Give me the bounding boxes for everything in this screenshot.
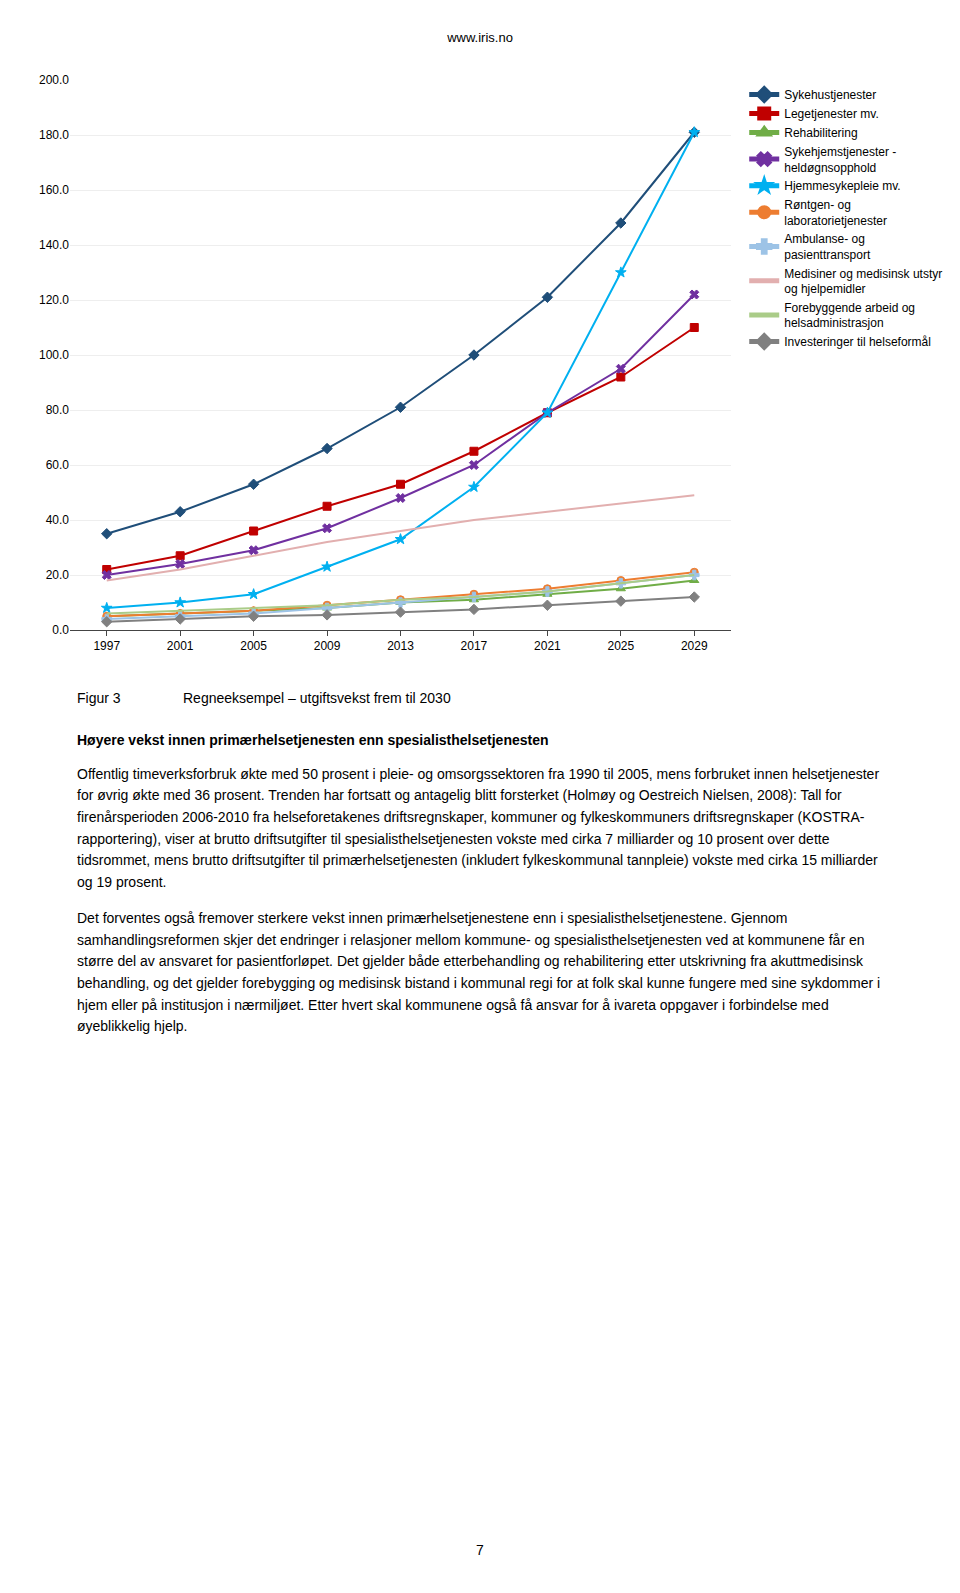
svg-text:Medisiner og medisinsk utstyro: Medisiner og medisinsk utstyrog hjelpemi… xyxy=(784,267,942,297)
svg-text:2005: 2005 xyxy=(240,639,267,653)
svg-text:2009: 2009 xyxy=(314,639,341,653)
svg-text:Røntgen- oglaboratorietjeneste: Røntgen- oglaboratorietjenester xyxy=(784,198,887,228)
svg-text:Rehabilitering: Rehabilitering xyxy=(784,126,857,140)
svg-text:2021: 2021 xyxy=(534,639,561,653)
html-text:7: 7 xyxy=(476,1542,484,1558)
svg-text:Hjemmesykepleie mv.: Hjemmesykepleie mv. xyxy=(784,179,900,193)
svg-text:Sykehjemstjenester -heldøgnsop: Sykehjemstjenester -heldøgnsopphold xyxy=(784,145,896,175)
html-text:Det forventes også fremover st: Det forventes også fremover sterkere vek… xyxy=(77,909,881,1035)
svg-text:80.0: 80.0 xyxy=(46,403,70,417)
svg-text:160.0: 160.0 xyxy=(39,183,69,197)
svg-text:2013: 2013 xyxy=(387,639,414,653)
svg-text:2017: 2017 xyxy=(461,639,488,653)
svg-text:Investeringer til helseformål: Investeringer til helseformål xyxy=(784,335,931,349)
svg-text:1997: 1997 xyxy=(93,639,120,653)
svg-text:Ambulanse- ogpasienttransport: Ambulanse- ogpasienttransport xyxy=(784,232,871,262)
svg-text:Sykehustjenester: Sykehustjenester xyxy=(784,88,876,102)
svg-text:60.0: 60.0 xyxy=(46,458,70,472)
svg-text:200.0: 200.0 xyxy=(39,73,69,87)
svg-text:0.0: 0.0 xyxy=(52,623,69,637)
svg-text:Forebyggende arbeid oghelsadmi: Forebyggende arbeid oghelsadministrasjon xyxy=(784,301,915,331)
svg-text:20.0: 20.0 xyxy=(46,568,70,582)
svg-text:100.0: 100.0 xyxy=(39,348,69,362)
svg-text:2029: 2029 xyxy=(681,639,708,653)
html-text:Høyere vekst innen primærhelse: Høyere vekst innen primærhelsetjenesten … xyxy=(77,732,549,748)
svg-text:140.0: 140.0 xyxy=(39,238,69,252)
svg-text:2001: 2001 xyxy=(167,639,194,653)
html-text:Figur 3: Figur 3 xyxy=(77,690,121,706)
html-text:www.iris.no: www.iris.no xyxy=(447,30,513,45)
svg-text:Legetjenester mv.: Legetjenester mv. xyxy=(784,107,879,121)
svg-text:180.0: 180.0 xyxy=(39,128,69,142)
svg-text:120.0: 120.0 xyxy=(39,293,69,307)
svg-text:2025: 2025 xyxy=(607,639,634,653)
html-text:Regneeksempel – utgiftsvekst f: Regneeksempel – utgiftsvekst frem til 20… xyxy=(183,690,451,706)
svg-text:40.0: 40.0 xyxy=(46,513,70,527)
html-text:Offentlig timeverksforbruk økt: Offentlig timeverksforbruk økte med 50 p… xyxy=(77,765,879,891)
